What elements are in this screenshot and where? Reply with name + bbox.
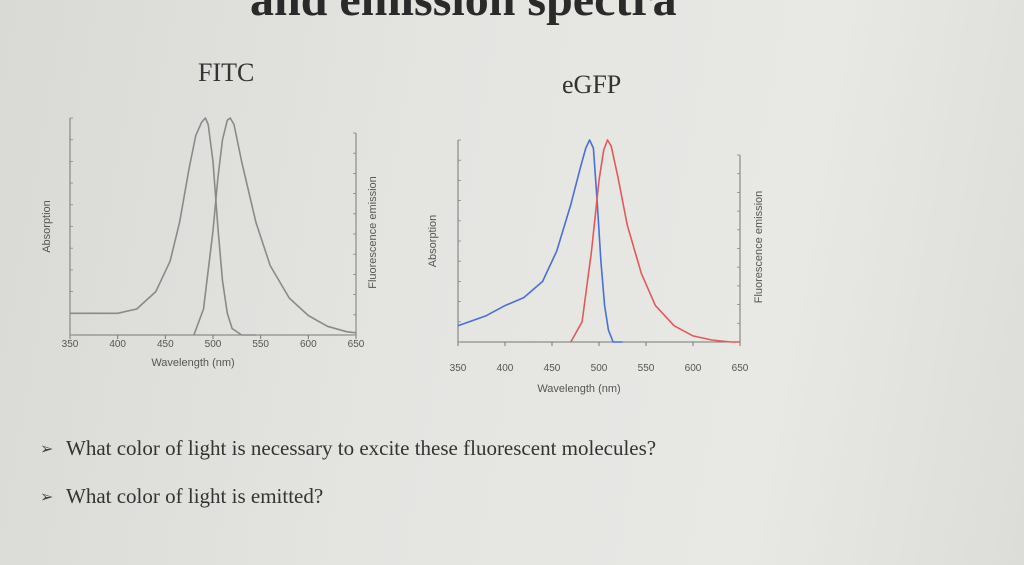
fitc-chart-title: FITC bbox=[198, 58, 255, 87]
fitc-x-tick-label: 600 bbox=[300, 339, 317, 350]
arrow-bullet-icon: ➢ bbox=[40, 440, 54, 458]
slide-title: and emission spectra bbox=[250, 0, 677, 27]
egfp-emission-line bbox=[570, 139, 740, 343]
egfp-y-axis-right-title: Fluorescence emission bbox=[753, 191, 765, 304]
question-emission-text: What color of light is emitted? bbox=[66, 484, 324, 508]
egfp-x-tick-label: 350 bbox=[450, 363, 467, 374]
egfp-chart-title: eGFP bbox=[562, 70, 622, 99]
egfp-x-tick-label: 500 bbox=[591, 363, 608, 374]
question-emission: ➢ What color of light is emitted? bbox=[40, 484, 323, 509]
egfp-x-tick-label: 550 bbox=[638, 363, 655, 374]
fitc-x-tick-label: 400 bbox=[109, 339, 126, 350]
fitc-y-axis-right-title: Fluorescence emission bbox=[367, 176, 379, 289]
egfp-x-tick-label: 650 bbox=[732, 363, 749, 374]
egfp-y-axis-left-title: Absorption bbox=[427, 215, 439, 268]
egfp-x-tick-label: 400 bbox=[497, 363, 514, 374]
fitc-y-axis-left-title: Absorption bbox=[41, 200, 53, 253]
fitc-x-tick-label: 350 bbox=[62, 339, 79, 350]
fitc-x-tick-label: 450 bbox=[157, 339, 174, 350]
egfp-x-tick-label: 450 bbox=[544, 363, 561, 374]
question-excitation: ➢ What color of light is necessary to ex… bbox=[40, 436, 656, 461]
egfp-x-tick-label: 600 bbox=[685, 363, 702, 374]
fitc-x-axis-title: Wavelength (nm) bbox=[151, 357, 234, 369]
egfp-x-axis-title: Wavelength (nm) bbox=[537, 383, 620, 395]
arrow-bullet-icon: ➢ bbox=[40, 488, 54, 506]
fitc-x-tick-label: 550 bbox=[252, 339, 269, 350]
fitc-x-tick-label: 650 bbox=[348, 339, 365, 350]
egfp-absorption-line bbox=[457, 139, 623, 343]
fitc-emission-line bbox=[193, 117, 357, 336]
fitc-absorption-line bbox=[70, 117, 256, 336]
fitc-x-tick-label: 500 bbox=[205, 339, 222, 350]
question-excitation-text: What color of light is necessary to exci… bbox=[66, 436, 657, 460]
spectra-charts: 350 400 450 500 550 600 650 Wavelength (nm) Abso… bbox=[41, 117, 765, 395]
